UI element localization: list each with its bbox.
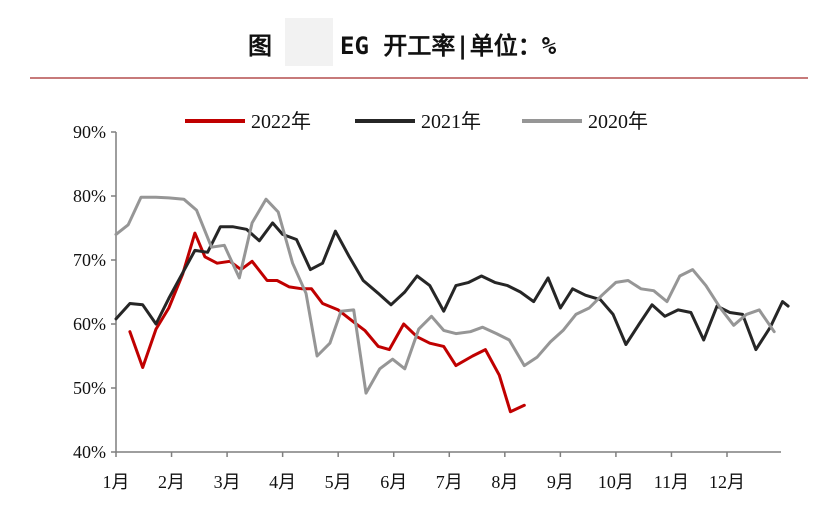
x-tick-label: 2月 <box>158 472 185 492</box>
series-line-0 <box>128 231 526 414</box>
y-tick-label: 50% <box>73 378 106 398</box>
x-tick-label: 9月 <box>547 472 574 492</box>
x-tick-label: 7月 <box>436 472 463 492</box>
x-tick-label: 10月 <box>598 472 634 492</box>
x-tick-label: 4月 <box>269 472 296 492</box>
y-tick-label: 70% <box>73 250 106 270</box>
chart-title: EG 开工率|单位：% <box>340 32 557 60</box>
x-tick-label: 8月 <box>491 472 518 492</box>
legend-label-1: 2021年 <box>421 110 481 133</box>
y-tick-label: 80% <box>73 186 106 206</box>
y-tick-label: 40% <box>73 442 106 462</box>
x-tick-label: 5月 <box>325 472 352 492</box>
y-tick-label: 90% <box>73 122 106 142</box>
figure-number-placeholder <box>285 18 333 66</box>
x-tick-label: 1月 <box>103 472 130 492</box>
title-row: 图 EG 开工率|单位：% <box>0 18 815 66</box>
x-tick-label: 3月 <box>214 472 241 492</box>
x-tick-label: 6月 <box>380 472 407 492</box>
legend-label-2: 2020年 <box>588 110 648 133</box>
title-divider <box>30 77 808 79</box>
figure-label: 图 <box>248 32 272 60</box>
series-line-2 <box>114 195 776 395</box>
series-line-1 <box>114 221 790 352</box>
y-tick-label: 60% <box>73 314 106 334</box>
x-tick-label: 11月 <box>654 472 689 492</box>
legend-label-0: 2022年 <box>251 110 311 133</box>
x-tick-label: 12月 <box>709 472 745 492</box>
